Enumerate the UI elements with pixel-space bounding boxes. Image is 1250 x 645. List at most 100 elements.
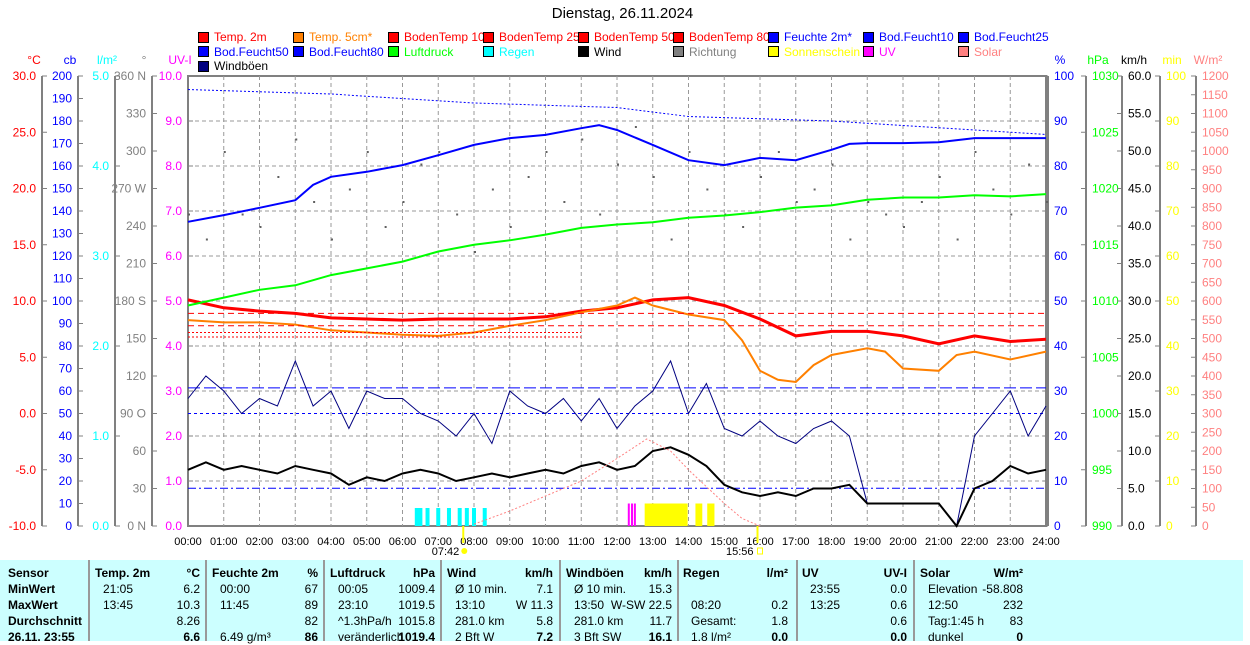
axis-tick-label: 150 (126, 332, 146, 346)
axis-tick-label: 10.0 (13, 294, 37, 308)
legend-label: Bod.Feucht80 (309, 44, 384, 59)
axis-tick-label: 25.0 (1128, 332, 1152, 346)
table-cell: 1019.4 (398, 630, 435, 644)
table-cell: 89 (304, 598, 318, 612)
series-wind (187, 446, 1047, 528)
legend-swatch (388, 46, 399, 57)
legend-label: Solar (974, 44, 1003, 59)
legend-label: Bod.Feucht50 (214, 44, 289, 59)
legend-item: Feuchte 2m* (768, 30, 852, 44)
legend-item: Solar (958, 45, 1002, 59)
axis-tick-label: 190 (52, 92, 72, 106)
column-separator (559, 560, 561, 641)
rain-bar (436, 508, 441, 526)
table-cell: Windböen (566, 566, 624, 580)
axis-tick-label: 50 (1054, 294, 1068, 308)
legend-swatch (673, 46, 684, 57)
legend-item: UV (863, 45, 896, 59)
table-cell: 2 Bft W (455, 630, 495, 644)
sunrise-label: 07:42 (432, 546, 460, 558)
axis-tick-label: 20 (59, 474, 73, 488)
axis-tick-label: 100 (1054, 69, 1074, 83)
axis-tick-label: 5.0 (165, 294, 182, 308)
axis-tick-label: 5.0 (1128, 482, 1145, 496)
axis-tick-label: 10.0 (159, 69, 183, 83)
direction-point (420, 163, 423, 166)
axis-tick-label: 15.0 (13, 238, 37, 252)
axis-tick-label: 1020 (1092, 182, 1119, 196)
axis-tick-label: -10.0 (9, 519, 37, 533)
table-cell: km/h (524, 566, 553, 580)
direction-point (348, 188, 351, 191)
x-tick-label: 14:00 (675, 536, 703, 548)
x-tick-label: 11:00 (568, 536, 595, 548)
axis-tick-label: 90 O (120, 407, 146, 421)
direction-point (1010, 213, 1013, 216)
table-cell: 11:45 (220, 598, 250, 612)
axis-tick-label: 100 (1202, 482, 1222, 496)
column-separator (677, 560, 679, 641)
axis-tick-label: 80 (1054, 159, 1068, 173)
x-tick-label: 04:00 (317, 536, 345, 548)
uv-bar (633, 503, 636, 526)
table-cell: UV-I (883, 566, 907, 580)
column-separator (323, 560, 325, 641)
rain-bar (414, 508, 419, 526)
axis-unit: km/h (1121, 53, 1147, 67)
axis-tick-label: 2.0 (92, 339, 109, 353)
table-cell: 86 (304, 630, 318, 644)
rain-bar (457, 508, 462, 526)
table-cell: 0 (1016, 630, 1023, 644)
axis-tick-label: 1015 (1092, 238, 1119, 252)
column-separator (913, 560, 915, 641)
table-cell: 1.8 (771, 614, 788, 628)
x-tick-label: 07:00 (424, 536, 452, 548)
table-cell: Durchschnitt (8, 614, 83, 628)
table-cell: 6.49 g/m³ (220, 630, 271, 644)
table-cell: 82 (304, 614, 318, 628)
table-cell: 00:00 (220, 582, 251, 596)
direction-point (474, 251, 476, 253)
table-cell: km/h (643, 566, 672, 580)
table-cell: Solar (920, 566, 951, 580)
table-cell: 6.6 (183, 630, 200, 644)
table-cell: UV (802, 566, 819, 580)
axis-unit: °C (27, 53, 41, 67)
axis-tick-label: 1050 (1202, 125, 1229, 139)
sunshine-bar (707, 503, 712, 526)
direction-point (670, 238, 673, 241)
axis-tick-label: 0.0 (92, 519, 109, 533)
table-cell: Temp. 2m (95, 566, 151, 580)
x-tick-label: 08:00 (460, 536, 488, 548)
legend-swatch (388, 31, 399, 43)
axis-tick-label: 700 (1202, 257, 1222, 271)
axis-tick-label: 60 (59, 384, 73, 398)
table-cell: 8.26 (176, 614, 200, 628)
axis-tick-label: 360 N (114, 69, 146, 83)
direction-point (831, 163, 834, 166)
axis-tick-label: 5.0 (19, 350, 36, 364)
table-cell: veränderlich (338, 630, 404, 644)
table-cell: 13:50 (574, 598, 605, 612)
legend-swatch (483, 31, 494, 43)
weather-chart: 00:00 01:00 02:00 03:00 04:00 05:00 06:00 07:00… (9, 53, 1229, 558)
table-cell: 67 (304, 582, 318, 596)
axis-tick-label: 10.0 (1128, 444, 1152, 458)
x-tick-label: 13:00 (639, 536, 667, 548)
axis-tick-label: 1005 (1092, 350, 1119, 364)
axis-tick-label: 300 (126, 144, 146, 158)
uv-bar (627, 503, 630, 526)
table-cell: Ø 10 min. (574, 582, 627, 596)
table-cell: 281.0 km (574, 614, 624, 628)
table-cell: 16.1 (648, 630, 672, 644)
axis-tick-label: 1010 (1092, 294, 1119, 308)
direction-point (903, 226, 905, 228)
table-cell: 1019.5 (398, 598, 435, 612)
legend-label: Sonnenschein (784, 44, 861, 59)
axis-unit: min (1162, 53, 1181, 67)
axis-tick-label: 25.0 (13, 125, 37, 139)
legend-label: Temp. 5cm* (309, 30, 373, 44)
table-cell: 08:20 (691, 598, 722, 612)
axis-tick-label: 70 (1054, 204, 1068, 218)
axis-tick-label: 800 (1202, 219, 1222, 233)
